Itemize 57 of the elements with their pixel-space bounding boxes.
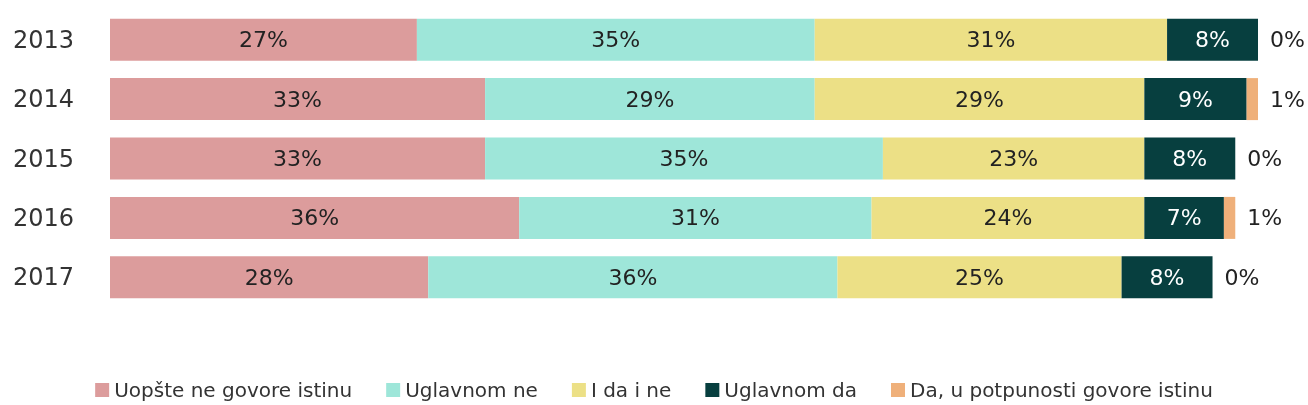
data-label: 25% [955,264,1004,290]
data-label: 0% [1247,146,1283,171]
bar [110,18,417,61]
bar [814,78,1145,121]
data-label: 0% [1270,27,1305,53]
data-label: 9% [1178,86,1213,112]
data-label: 36% [290,205,340,231]
bar [871,196,1145,239]
data-label: 27% [238,27,288,53]
bar [837,256,1122,299]
data-label: 0% [1224,264,1260,290]
y-tick-label: 2014 [12,85,74,114]
data-label: 36% [608,264,658,290]
data-label: 23% [989,146,1039,171]
bar [110,137,486,180]
bar [110,78,486,121]
bar [1144,137,1236,180]
bar [1121,256,1213,299]
data-label: 7% [1166,205,1202,231]
data-label: 1% [1270,86,1305,112]
bar [814,18,1168,61]
legend-label: Uopšte ne govore istinu [114,378,353,402]
data-label: 1% [1247,205,1283,231]
data-label: 8% [1195,27,1230,53]
data-label: 28% [244,264,294,290]
data-label: 31% [966,27,1016,53]
bar [416,18,815,61]
data-label: 29% [625,86,675,112]
data-label: 35% [659,146,709,171]
bar [485,78,815,121]
y-tick-label: 2017 [12,263,74,292]
data-label: 33% [273,146,322,171]
bar [110,196,520,239]
y-tick-label: 2016 [12,203,74,232]
bar [1223,196,1236,239]
bar [1167,18,1258,61]
bar [110,256,429,299]
data-label: 8% [1149,264,1185,290]
data-label: 33% [273,86,322,112]
data-label: 35% [591,27,641,53]
bar [428,256,838,299]
y-tick-label: 2015 [12,144,74,173]
bar [1144,78,1247,121]
legend-label: Uglavnom ne [405,378,538,402]
bar [882,137,1145,180]
legend-label: Uglavnom da [724,378,858,402]
bar [519,196,872,239]
data-label: 8% [1172,146,1208,171]
bar [485,137,883,180]
legend-label: Da, u potpunosti govore istinu [910,378,1213,402]
data-label: 29% [955,86,1004,112]
data-label: 31% [670,205,720,231]
bar [1144,196,1224,239]
data-label: 24% [983,205,1033,231]
bar [1246,78,1258,121]
y-tick-label: 2013 [12,25,74,54]
legend-label: I da i ne [590,378,672,402]
